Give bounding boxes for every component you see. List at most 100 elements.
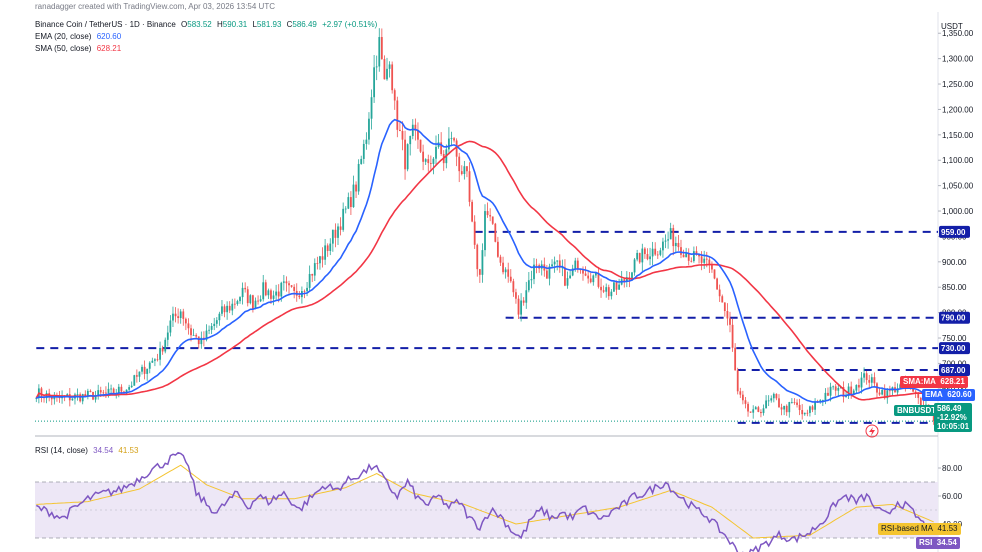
candle-body [406,144,409,170]
candle-body [404,139,406,170]
candle-body [888,390,891,392]
candle-body [553,261,556,265]
candle-body [762,408,765,414]
candle-body [878,392,881,395]
candle-body [102,392,105,394]
candle-body [865,373,868,381]
candle-body [130,385,133,388]
candle-body [752,409,755,413]
sma-legend[interactable]: SMA (50, close) 628.21 [35,44,124,53]
candle-body [259,299,262,302]
candle-body [81,393,84,402]
candle-body [143,366,146,374]
candle-body [409,136,412,145]
candle-body [845,396,847,398]
price-tick-label: 750.00 [942,334,967,343]
candle-body [798,404,801,411]
candle-body [917,393,920,398]
candle-body [84,393,87,397]
candle-body [208,329,210,331]
ohlc-change: +2.97 (+0.51%) [322,20,378,29]
level-tag-label: 687.00 [941,366,966,375]
price-tick-label: 1,200.00 [942,105,974,114]
candle-body [215,320,218,324]
price-tick-label: 850.00 [942,283,967,292]
candle-body [834,386,837,391]
level-tag-box [939,225,970,238]
candle-body [125,389,128,393]
price-tick-label: 1,250.00 [942,80,974,89]
candle-body [512,281,515,293]
candle-body [551,264,553,267]
candle-body [754,407,757,410]
candle-body [172,313,174,321]
candle-body [796,402,798,405]
candle-body [380,37,383,60]
level-tag-box [939,342,970,355]
candle-body [218,313,221,321]
candle-body [767,400,770,402]
candle-body [860,377,863,388]
rsi-tick-label: 80.00 [942,464,963,473]
candle-body [486,211,489,216]
candle-body [427,159,430,164]
rsi-legend[interactable]: RSI (14, close) 34.54 41.53 [35,446,141,455]
candle-body [881,389,884,395]
candle-body [821,399,824,401]
candle-body [262,282,265,300]
candle-body [721,296,724,303]
candle-body [770,398,773,401]
candle-body [257,300,259,302]
candle-body [641,248,644,263]
candle-body [863,373,865,378]
symbol-title: Binance Coin / TetherUS · 1D · Binance [35,20,176,29]
candle-body [174,313,177,317]
candle-body [592,275,595,283]
candle-body [932,413,935,422]
candle-body [713,269,716,279]
candle-body [141,366,143,372]
sma-50-line [35,140,934,401]
candle-body [545,270,548,279]
candle-body [793,402,796,403]
candle-body [429,163,432,164]
candle-body [120,386,123,392]
candle-body [649,256,651,260]
candle-body [556,260,559,262]
candle-body [458,156,461,172]
level-tag-label: 730.00 [941,344,966,353]
candle-body [662,241,664,251]
candle-body [161,348,164,352]
sma-price-tag: SMA:MA 628.21 [900,376,968,388]
candle-body [692,251,695,262]
candle-body [778,398,780,408]
candle-body [842,387,845,398]
candle-body [623,279,626,282]
candle-body [517,298,520,315]
candle-body [135,375,138,377]
candle-body [319,256,321,264]
ema-legend[interactable]: EMA (20, close) 620.60 [35,32,124,41]
candle-body [896,388,899,393]
candle-body [391,64,394,91]
candle-body [716,278,718,290]
candle-body [200,337,203,345]
candle-body [850,386,853,395]
candle-body [453,138,455,141]
candle-body [489,215,492,217]
ema-price-tag: EMA 620.60 [922,389,975,401]
candle-body [672,228,675,247]
candle-body [148,362,151,369]
candle-body [827,392,829,396]
candle-body [187,323,190,329]
ohlc-low: L581.93 [252,20,282,29]
candle-body [643,248,646,255]
candle-body [659,250,662,255]
candle-body [749,411,752,413]
ohlc-open: O583.52 [181,20,212,29]
candle-body [184,318,187,324]
candle-body [241,287,244,298]
candle-body [133,375,136,386]
